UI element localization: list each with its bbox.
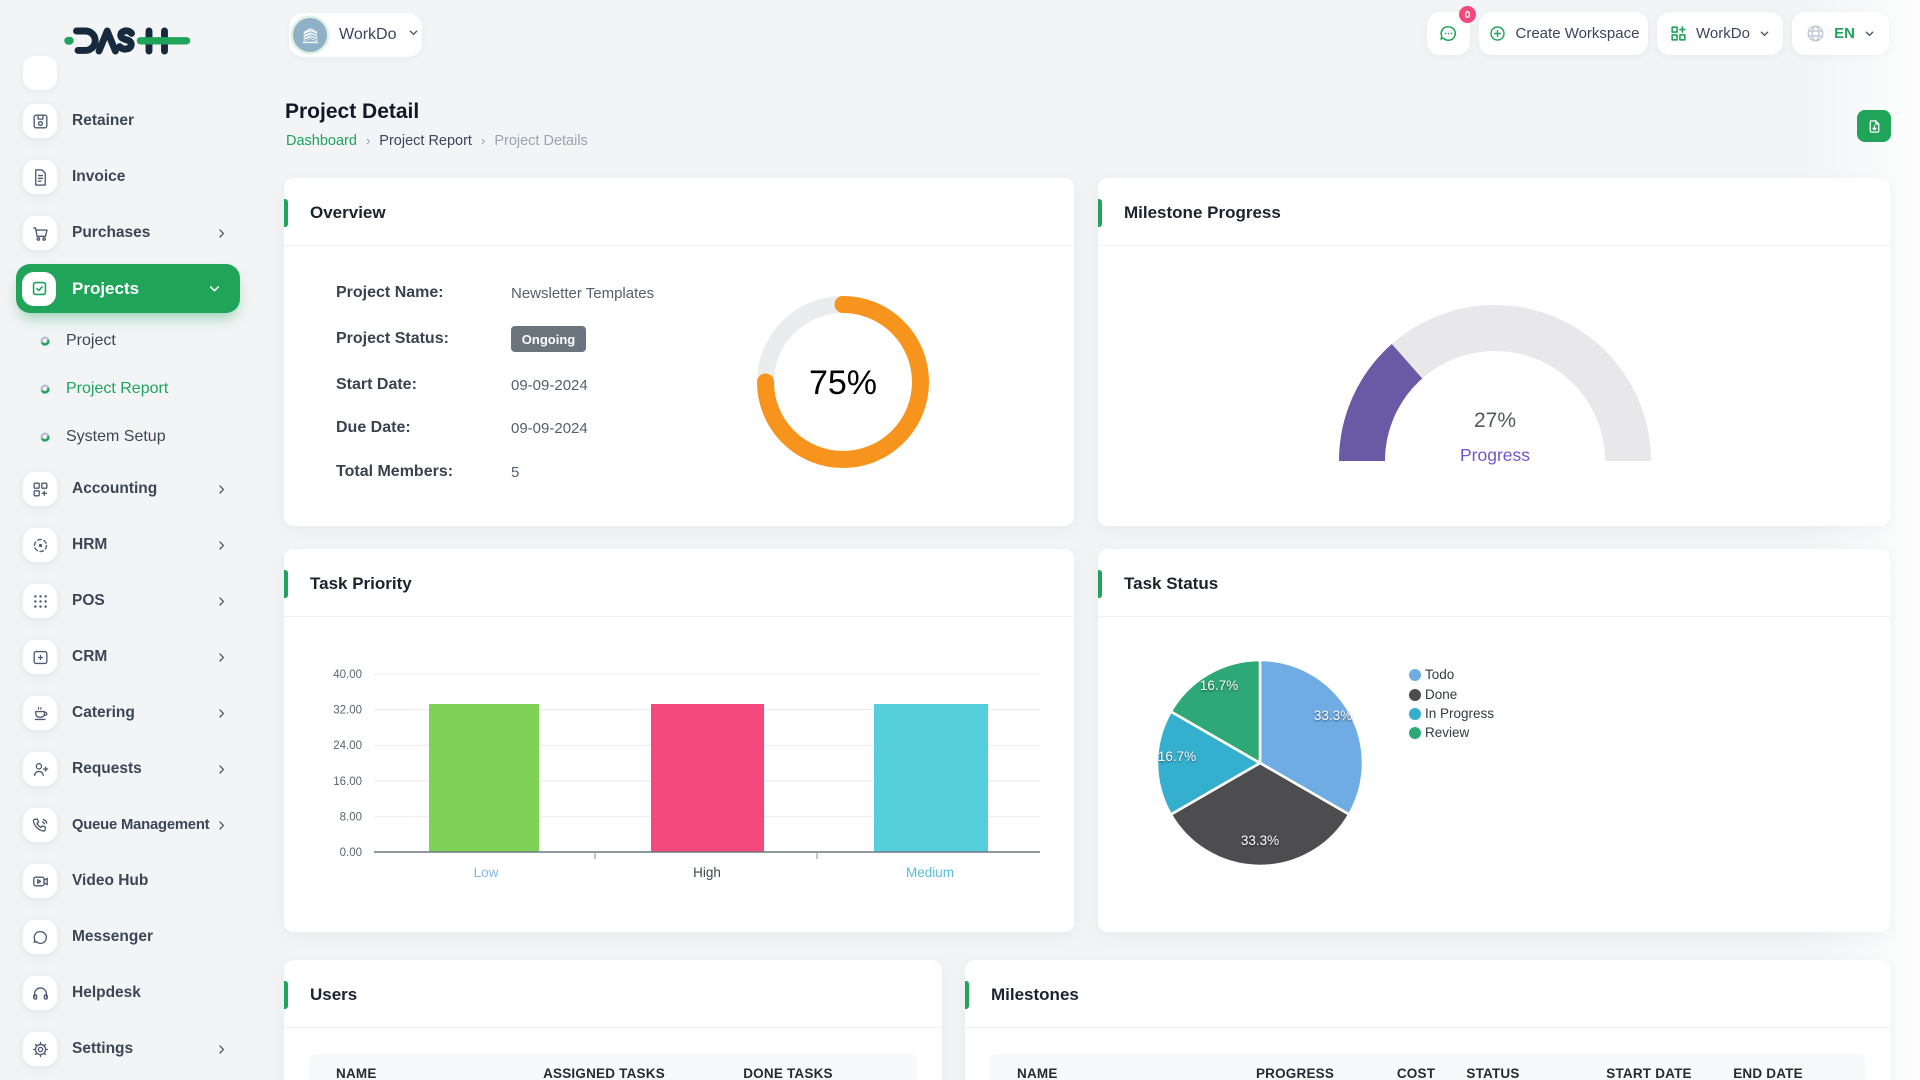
svg-text:0.00: 0.00 [340,847,362,859]
svg-text:8.00: 8.00 [340,811,362,823]
svg-text:24.00: 24.00 [333,740,362,752]
svg-text:40.00: 40.00 [333,669,362,681]
svg-text:32.00: 32.00 [333,705,362,717]
svg-text:Medium: Medium [906,865,954,880]
svg-text:75%: 75% [809,364,877,402]
svg-text:High: High [693,865,721,880]
svg-text:Low: Low [474,865,499,880]
svg-text:16.00: 16.00 [333,776,362,788]
